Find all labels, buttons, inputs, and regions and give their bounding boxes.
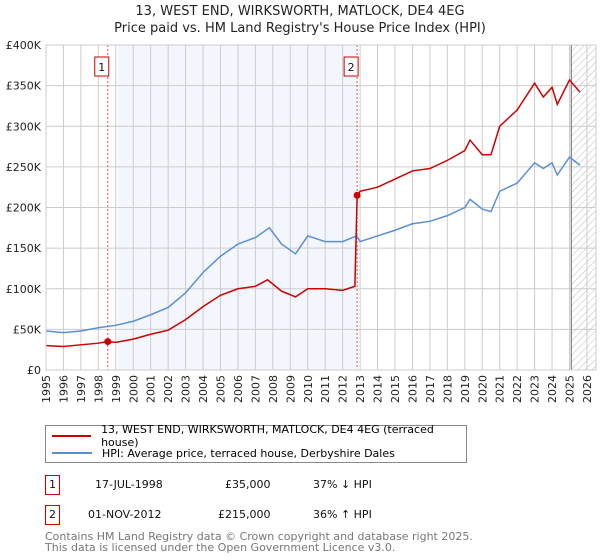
- x-tick-label: 2015: [389, 375, 402, 403]
- x-tick-label: 2016: [406, 375, 419, 403]
- y-tick-label: £350K: [6, 80, 42, 93]
- footer-line: Contains HM Land Registry data © Crown c…: [45, 530, 473, 543]
- x-tick-label: 2013: [354, 375, 367, 403]
- sale-row-1: 1 17-JUL-1998 £35,000 37% ↓ HPI: [45, 475, 465, 495]
- x-tick-label: 1995: [40, 375, 53, 403]
- x-tick-label: 2017: [424, 375, 437, 403]
- x-tick-label: 1997: [75, 375, 88, 403]
- x-tick-label: 2006: [232, 375, 245, 403]
- y-tick-label: £50K: [13, 323, 42, 336]
- x-tick-label: 2024: [546, 375, 559, 403]
- footer: Contains HM Land Registry data © Crown c…: [45, 531, 473, 553]
- legend-label: 13, WEST END, WIRKSWORTH, MATLOCK, DE4 4…: [101, 423, 434, 449]
- legend-label: HPI: Average price, terraced house, Derb…: [102, 446, 395, 460]
- y-tick-label: £400K: [6, 39, 42, 52]
- x-tick-label: 2014: [372, 375, 385, 403]
- x-tick-label: 2004: [197, 375, 210, 403]
- x-tick-label: 1998: [92, 375, 105, 403]
- sale-hpi: 36% ↑ HPI: [313, 508, 372, 521]
- x-tick-label: 2008: [267, 375, 280, 403]
- chart: 1995 1996 1997 1998 1999 2000 2001 2002 2003 2004…: [6, 39, 597, 403]
- chart-subtitle: Price paid vs. HM Land Registry's House …: [114, 21, 486, 36]
- x-tick-label: 2021: [494, 375, 507, 403]
- legend-item-property: 13, WEST END, WIRKSWORTH, MATLOCK, DE4 4…: [46, 423, 466, 449]
- sale-marker-label: 1: [98, 61, 105, 74]
- x-tick-label: 2009: [284, 375, 297, 403]
- sale-marker-box: [94, 56, 110, 77]
- x-tick-label: 2023: [529, 375, 542, 403]
- y-tick-label: £200K: [6, 202, 42, 215]
- x-tick-label: 1996: [57, 375, 70, 403]
- sale-hpi: 37% ↓ HPI: [313, 478, 372, 491]
- x-tick-label: 2005: [215, 375, 228, 403]
- footer-line: This data is licensed under the Open Gov…: [45, 541, 396, 554]
- x-tick-label: 1999: [110, 375, 123, 403]
- y-tick-label: £100K: [6, 283, 42, 296]
- sale-marker-label: 2: [45, 505, 60, 525]
- sale-price: £35,000: [225, 478, 271, 491]
- sale-date: 17-JUL-1998: [95, 478, 163, 491]
- x-tick-label: 2000: [127, 375, 140, 403]
- sale-marker-label: 1: [45, 475, 60, 495]
- x-tick-label: 2018: [441, 375, 454, 403]
- legend: 13, WEST END, WIRKSWORTH, MATLOCK, DE4 4…: [45, 423, 467, 463]
- sale-row-2: 2 01-NOV-2012 £215,000 36% ↑ HPI: [45, 505, 465, 525]
- sale-point: [353, 191, 361, 199]
- plot-frame: [45, 44, 597, 371]
- x-tick-label: 2007: [249, 375, 262, 403]
- chart-title: 13, WEST END, WIRKSWORTH, MATLOCK, DE4 4…: [135, 4, 465, 19]
- x-tick-label: 2025: [564, 375, 577, 403]
- series-line-hpi: [45, 156, 581, 334]
- x-tick-label: 2012: [337, 375, 350, 403]
- sale-point: [104, 338, 112, 346]
- x-tick-label: 2010: [302, 375, 315, 403]
- y-tick-label: £150K: [6, 242, 42, 255]
- sale-price: £215,000: [218, 508, 271, 521]
- sale-marker-box: [343, 56, 359, 77]
- y-tick-label: £250K: [6, 161, 42, 174]
- series-line-property: [45, 78, 581, 348]
- x-tick-label: 2022: [511, 375, 524, 403]
- x-tick-label: 2019: [459, 375, 472, 403]
- x-tick-label: 2026: [581, 375, 594, 403]
- x-tick-label: 2003: [180, 375, 193, 403]
- sale-date: 01-NOV-2012: [88, 508, 162, 521]
- x-tick-label: 2001: [145, 375, 158, 403]
- x-tick-label: 2020: [476, 375, 489, 403]
- x-tick-label: 2011: [319, 375, 332, 403]
- y-tick-label: £300K: [6, 120, 42, 133]
- legend-item-hpi: HPI: Average price, terraced house, Derb…: [46, 445, 395, 461]
- sale-marker-label: 2: [348, 61, 355, 74]
- y-tick-label: £0: [27, 364, 41, 377]
- x-tick-label: 2002: [162, 375, 175, 403]
